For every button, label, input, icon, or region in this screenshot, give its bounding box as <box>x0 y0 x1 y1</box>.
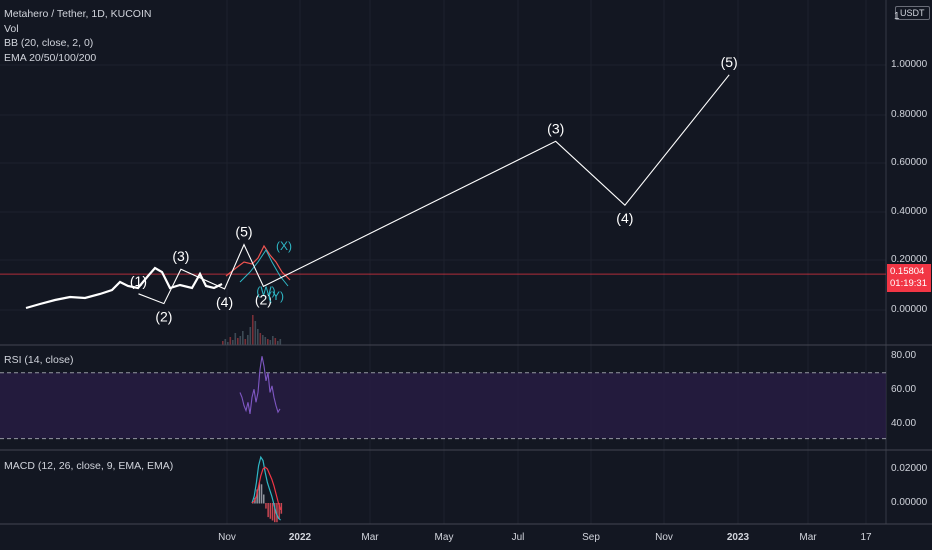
signal-line <box>251 466 282 510</box>
wave-label: (2) <box>255 291 272 307</box>
macd-tick-002: 0.02000 <box>891 463 928 474</box>
wave-label: (3) <box>172 248 189 264</box>
volume-bar <box>259 333 262 345</box>
volume-bar <box>262 335 264 345</box>
cyan-wave-label: (W) <box>256 284 275 298</box>
cyan-wave-label: (X) <box>276 239 292 253</box>
volume-bar <box>252 315 254 345</box>
wave-labels: (1) (2) (3) (4) (5) (2) (3) (4) (5) (X) (W)(Y) <box>130 54 738 325</box>
volume-bar <box>249 327 252 345</box>
bb-band-line <box>239 249 289 287</box>
macd-histogram-bar <box>258 482 261 504</box>
volume-bars <box>222 315 282 345</box>
macd-histogram-bar <box>280 503 283 514</box>
chart-legend: Metahero / Tether, 1D, KUCOIN Vol BB (20… <box>4 7 151 65</box>
macd-label[interactable]: MACD (12, 26, close, 9, EMA, EMA) <box>4 460 174 472</box>
macd-histogram-bar <box>252 503 254 504</box>
x-tick-17: 17 <box>860 532 872 543</box>
y-tick-08: 0.80000 <box>891 109 928 120</box>
macd-histogram-bar <box>274 503 276 523</box>
volume-bar <box>227 342 229 345</box>
price-history <box>25 244 291 310</box>
wave-projection <box>138 74 730 305</box>
volume-bar <box>232 340 234 345</box>
rsi-tick-40: 40.00 <box>891 418 917 429</box>
macd-histogram-bar <box>267 503 269 518</box>
x-tick-mar: Mar <box>361 532 379 543</box>
macd-histogram-bar <box>265 503 267 509</box>
macd-histogram-bar <box>278 503 280 519</box>
rsi-line <box>239 356 281 414</box>
volume-bar <box>264 337 267 345</box>
wave-label: (5) <box>235 224 252 240</box>
wave-label: (2) <box>155 309 172 325</box>
macd-histogram-bar <box>271 503 274 521</box>
volume-bar <box>247 335 249 345</box>
macd-line <box>251 455 281 521</box>
indicator-bb[interactable]: BB (20, close, 2, 0) <box>4 37 94 49</box>
rsi-tick-60: 60.00 <box>891 384 917 395</box>
macd-pane <box>251 455 283 523</box>
macd-histogram-bar <box>256 489 258 504</box>
wave-label: (4) <box>616 210 633 226</box>
wave-label: (5) <box>721 54 738 70</box>
x-tick-2023: 2023 <box>726 532 750 543</box>
volume-bar <box>267 339 269 345</box>
x-tick-mar-2: Mar <box>799 532 817 543</box>
y-tick-02: 0.20000 <box>891 254 928 265</box>
volume-bar <box>272 336 274 345</box>
currency-badge[interactable]: USDT <box>895 6 930 20</box>
x-tick-jul: Jul <box>511 532 525 543</box>
rsi-tick-80: 80.00 <box>891 350 917 361</box>
rsi-band <box>0 372 886 439</box>
macd-histogram-bar <box>276 503 278 523</box>
volume-bar <box>224 339 227 345</box>
symbol-title[interactable]: Metahero / Tether, 1D, KUCOIN <box>4 8 152 20</box>
wave-label: (4) <box>216 294 233 310</box>
macd-histogram-bar <box>260 484 263 504</box>
indicator-ema[interactable]: EMA 20/50/100/200 <box>4 51 97 64</box>
volume-bar <box>269 340 272 345</box>
y-tick-04: 0.40000 <box>891 206 928 217</box>
volume-bar <box>277 341 279 345</box>
y-tick-06: 0.60000 <box>891 157 928 168</box>
cyan-wave-label: (Y) <box>268 289 284 303</box>
recent-price-line <box>225 244 291 281</box>
volume-bar <box>229 337 232 345</box>
volume-bar <box>242 331 244 345</box>
volume-bar <box>234 333 237 345</box>
bar-countdown: 01:19:31 <box>890 278 927 289</box>
rsi-label[interactable]: RSI (14, close) <box>4 354 74 366</box>
wave-path <box>138 74 730 305</box>
wave-label: (1) <box>130 273 147 289</box>
volume-bar <box>244 339 247 345</box>
volume-bar <box>254 321 257 345</box>
volume-bar <box>274 338 277 345</box>
volume-bar <box>257 329 259 345</box>
macd-histogram-bar <box>269 503 272 519</box>
y-tick-top: 1 <box>894 11 900 22</box>
chart-grid <box>0 0 887 524</box>
x-tick-may: May <box>434 532 454 543</box>
macd-tick-0: 0.00000 <box>891 497 928 508</box>
x-tick-nov: Nov <box>218 532 236 543</box>
indicator-vol[interactable]: Vol <box>4 22 19 35</box>
pane-separators <box>0 344 932 525</box>
current-price: 0.15804 <box>890 266 925 277</box>
y-tick-1: 1.00000 <box>891 59 928 70</box>
current-price-badge: 0.15804 01:19:31 <box>887 264 931 292</box>
x-tick-nov-2: Nov <box>655 532 673 543</box>
price-history-line <box>25 266 223 310</box>
x-tick-2022: 2022 <box>288 532 312 543</box>
volume-bar <box>239 336 242 345</box>
volume-bar <box>279 339 282 345</box>
x-tick-sep: Sep <box>582 532 600 543</box>
macd-histogram-bar <box>263 494 265 504</box>
wave-label: (3) <box>547 120 564 136</box>
y-tick-0: 0.00000 <box>891 304 928 315</box>
rsi-pane <box>0 356 886 440</box>
volume-bar <box>222 341 224 345</box>
volume-bar <box>237 338 239 345</box>
